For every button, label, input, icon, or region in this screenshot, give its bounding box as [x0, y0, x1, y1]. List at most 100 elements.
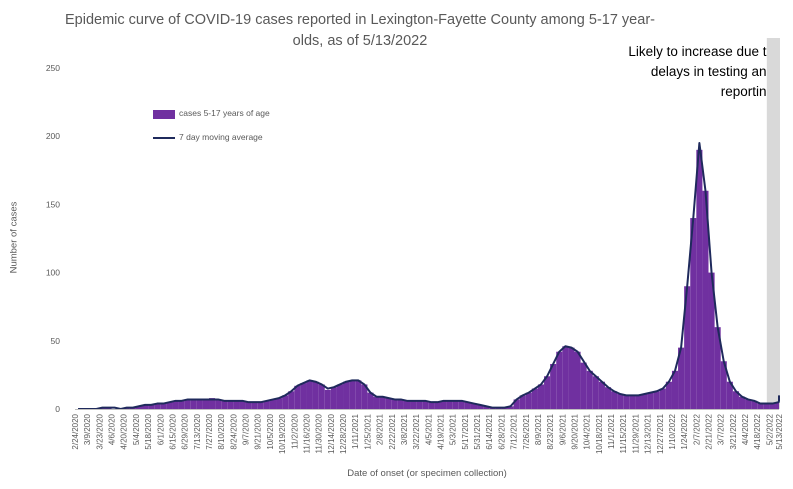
case-bar [452, 400, 459, 409]
x-tick-label: 12/13/2021 [644, 413, 653, 454]
case-bar [592, 376, 599, 409]
x-tick-label: 4/18/2022 [753, 413, 762, 449]
case-bar [458, 400, 465, 409]
case-bar [653, 391, 660, 409]
case-bar [629, 395, 636, 409]
x-tick-label: 3/7/2022 [717, 413, 726, 445]
x-tick-label: 3/23/2020 [95, 413, 104, 449]
x-tick-label: 3/9/2020 [83, 413, 92, 445]
case-bar [769, 403, 776, 409]
x-tick-label: 11/29/2021 [631, 413, 640, 453]
case-bar [178, 400, 185, 409]
legend-swatch-cases [153, 110, 175, 119]
delay-note: Likely to increase due to delays in test… [628, 44, 774, 99]
x-tick-label: 5/18/2020 [144, 413, 153, 449]
x-tick-label: 10/4/2021 [583, 413, 592, 449]
case-bar [294, 385, 301, 409]
case-bar [775, 402, 779, 409]
case-bar [659, 388, 666, 409]
case-bar [678, 347, 685, 409]
case-bar [410, 400, 417, 409]
case-bar [215, 399, 222, 409]
legend-label-moving-average: 7 day moving average [179, 132, 263, 142]
case-bar [324, 389, 331, 409]
case-bar [556, 351, 563, 409]
case-bar [720, 361, 727, 409]
x-tick-label: 3/22/2021 [412, 413, 421, 449]
x-tick-label: 11/15/2021 [619, 413, 628, 453]
x-tick-label: 11/16/2020 [302, 413, 311, 453]
x-tick-label: 2/7/2022 [692, 413, 701, 445]
case-bar [367, 392, 374, 409]
y-tick-label: 250 [46, 63, 60, 73]
x-tick-label: 3/21/2022 [729, 413, 738, 449]
case-bar [227, 400, 234, 409]
x-tick-label: 11/2/2020 [290, 413, 299, 449]
case-bar [446, 400, 453, 409]
x-tick-label: 8/24/2020 [229, 413, 238, 449]
case-bar [355, 380, 362, 409]
case-bar [361, 384, 368, 409]
case-bar [708, 272, 715, 409]
case-bar [190, 399, 197, 409]
x-tick-label: 8/10/2020 [217, 413, 226, 449]
recent-data-shade [766, 38, 780, 409]
x-tick-label: 10/19/2020 [278, 413, 287, 454]
x-tick-label: 1/25/2021 [363, 413, 372, 449]
case-bar [276, 398, 283, 409]
x-tick-label: 6/1/2020 [156, 413, 165, 445]
case-bar [635, 395, 642, 409]
x-tick-label: 1/24/2022 [680, 413, 689, 449]
x-tick-label: 12/27/2021 [656, 413, 665, 454]
case-bar [184, 399, 191, 409]
x-tick-label: 7/27/2020 [205, 413, 214, 449]
x-tick-label: 7/26/2021 [522, 413, 531, 449]
x-tick-label: 9/20/2021 [571, 413, 580, 449]
y-tick-label: 150 [46, 199, 60, 209]
x-tick-label: 6/15/2020 [168, 413, 177, 449]
case-bar [568, 347, 575, 409]
x-tick-label: 5/4/2020 [132, 413, 141, 445]
y-tick-label: 200 [46, 131, 60, 141]
x-tick-label: 9/21/2020 [254, 413, 263, 449]
case-bar [300, 383, 307, 409]
x-tick-label: 11/1/2021 [607, 413, 616, 449]
case-bar [312, 381, 319, 409]
case-bar [251, 402, 258, 409]
case-bar [714, 327, 721, 409]
case-bar [166, 402, 173, 409]
case-bar [726, 381, 733, 409]
case-bar [135, 406, 142, 409]
x-tick-label: 5/2/2022 [765, 413, 774, 445]
case-bar [172, 400, 179, 409]
case-bar [343, 381, 350, 409]
case-bar [154, 403, 161, 409]
case-bar [647, 392, 654, 409]
x-tick-label: 2/24/2020 [71, 413, 80, 449]
case-bar [385, 398, 392, 409]
legend-swatch-moving-average [153, 137, 175, 139]
x-tick-label: 9/6/2021 [558, 413, 567, 445]
case-bar [391, 399, 398, 409]
x-tick-label: 6/28/2021 [497, 413, 506, 449]
case-bar [257, 402, 264, 409]
case-bar [671, 370, 679, 409]
case-bar [550, 363, 557, 409]
x-tick-label: 10/5/2020 [266, 413, 275, 449]
case-bar [434, 402, 441, 409]
case-bar [513, 399, 520, 409]
case-bar [598, 381, 605, 409]
x-tick-label: 8/9/2021 [534, 413, 543, 445]
x-tick-label: 2/21/2022 [705, 413, 714, 449]
case-bar [397, 399, 404, 409]
x-tick-label: 8/23/2021 [546, 413, 555, 449]
chart-title: Epidemic curve of COVID-19 cases reporte… [65, 12, 655, 49]
case-bar [604, 387, 612, 409]
case-bar [221, 400, 228, 409]
case-bar [288, 391, 295, 409]
case-bar [665, 381, 672, 409]
case-bar [763, 403, 770, 409]
case-bar [202, 399, 210, 409]
case-bar [263, 400, 270, 409]
case-bar [148, 404, 155, 409]
